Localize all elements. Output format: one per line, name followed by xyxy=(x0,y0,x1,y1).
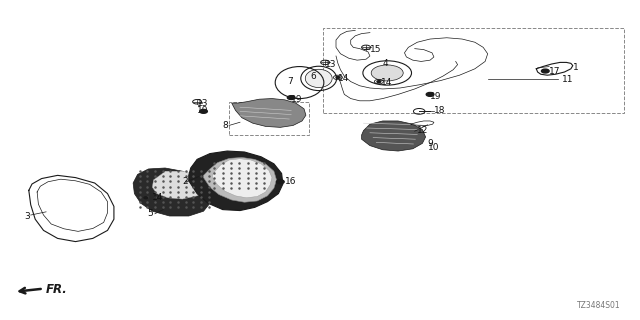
Polygon shape xyxy=(212,159,272,198)
Text: 7: 7 xyxy=(287,77,292,86)
Ellipse shape xyxy=(305,69,332,88)
Text: 13: 13 xyxy=(197,99,209,108)
Polygon shape xyxy=(133,168,210,216)
Text: 4: 4 xyxy=(383,59,388,68)
Text: FR.: FR. xyxy=(46,283,68,296)
Text: 19: 19 xyxy=(197,106,209,115)
Text: 11: 11 xyxy=(562,75,573,84)
Text: 15: 15 xyxy=(370,45,381,54)
Text: 19: 19 xyxy=(291,95,303,104)
Text: 18: 18 xyxy=(434,106,445,115)
Circle shape xyxy=(276,180,284,184)
Circle shape xyxy=(336,76,340,78)
Text: 12: 12 xyxy=(417,126,429,135)
Polygon shape xyxy=(232,99,306,127)
Text: 2: 2 xyxy=(182,177,188,186)
Text: 10: 10 xyxy=(428,143,439,152)
Circle shape xyxy=(287,96,295,100)
Circle shape xyxy=(541,69,549,73)
Polygon shape xyxy=(152,171,210,199)
Text: 14: 14 xyxy=(381,78,392,87)
Circle shape xyxy=(377,81,381,83)
Text: 14: 14 xyxy=(338,74,349,83)
Text: 9: 9 xyxy=(428,139,433,148)
Text: 1: 1 xyxy=(573,63,579,72)
Text: 17: 17 xyxy=(549,67,561,76)
Text: 19: 19 xyxy=(430,92,442,101)
Circle shape xyxy=(371,65,403,81)
Text: 8: 8 xyxy=(223,121,228,130)
Polygon shape xyxy=(362,121,426,151)
Circle shape xyxy=(144,197,148,199)
Text: 5: 5 xyxy=(147,209,153,218)
Circle shape xyxy=(426,92,434,96)
Polygon shape xyxy=(189,151,283,211)
Polygon shape xyxy=(204,157,276,202)
Text: 3: 3 xyxy=(24,212,30,220)
Text: 16: 16 xyxy=(285,177,296,186)
Text: TZ3484S01: TZ3484S01 xyxy=(577,301,621,310)
Circle shape xyxy=(200,109,207,113)
Text: 13: 13 xyxy=(325,60,337,69)
Text: 6: 6 xyxy=(310,72,316,81)
Text: 14: 14 xyxy=(152,193,164,202)
